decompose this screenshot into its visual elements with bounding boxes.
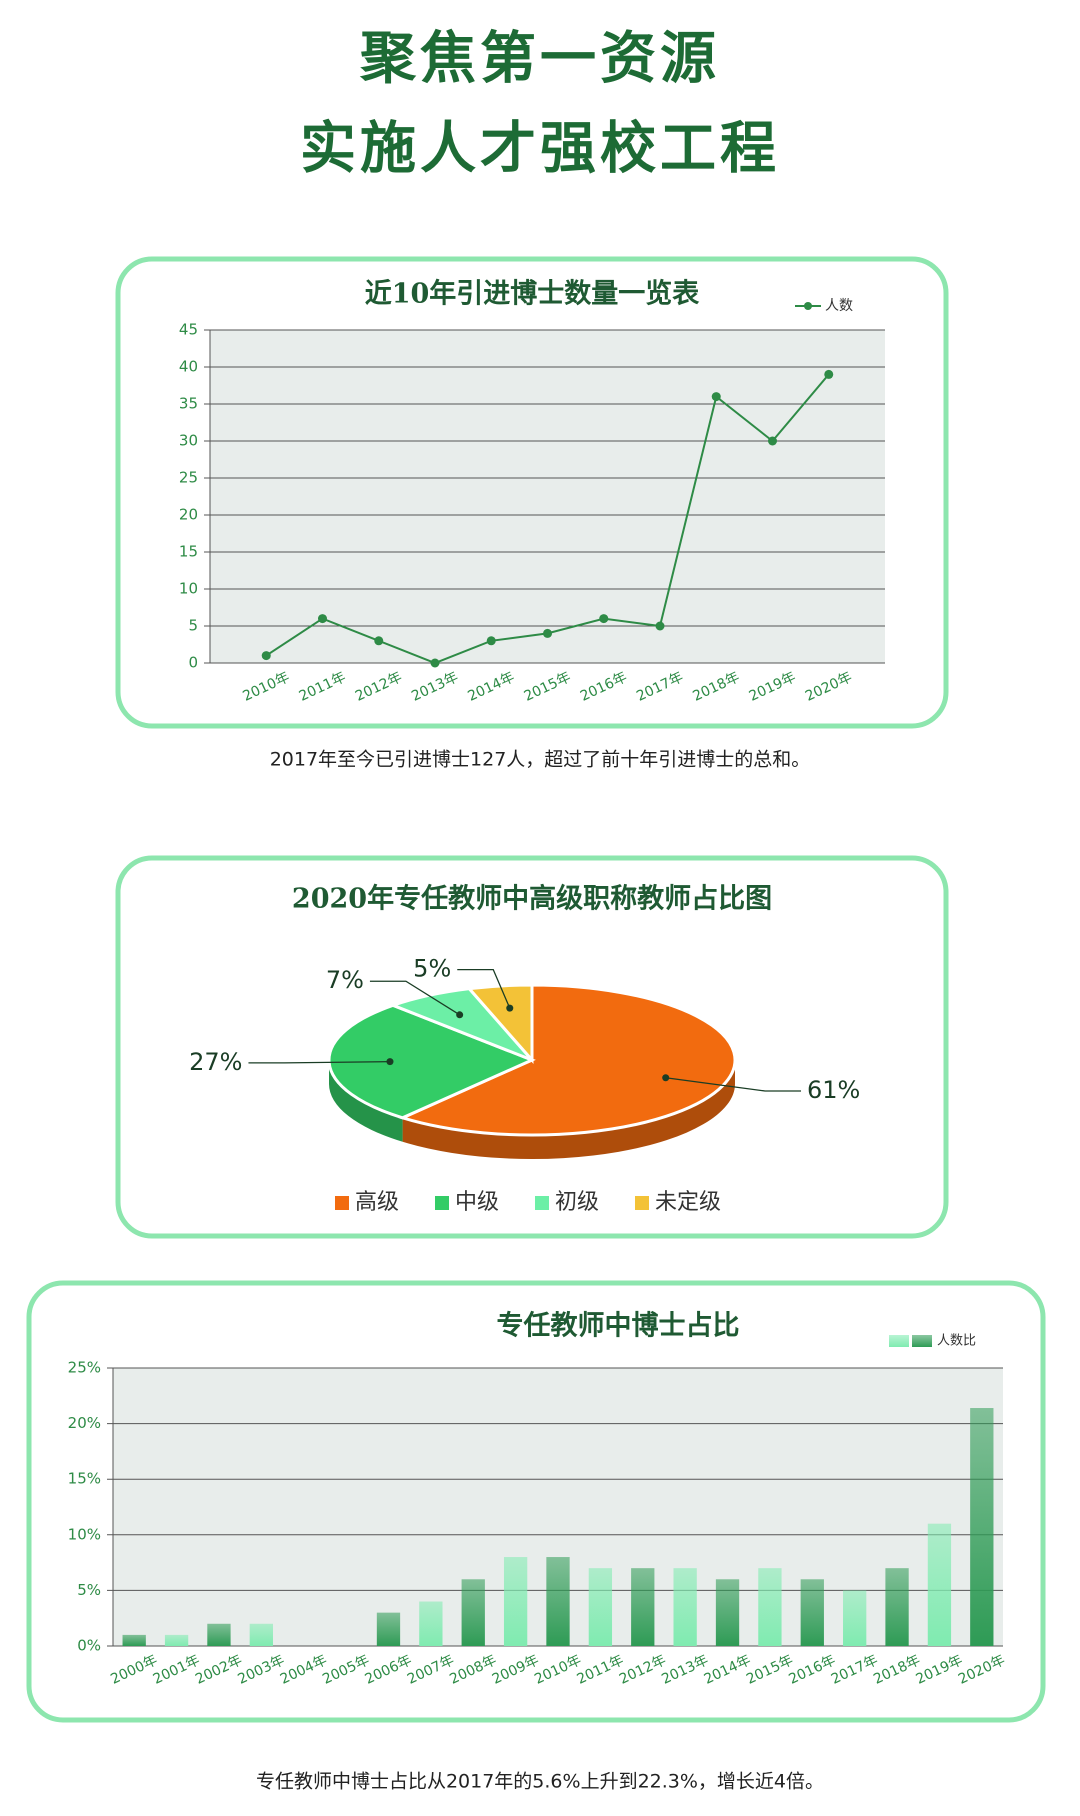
y-tick-label: 25 [179, 469, 198, 487]
y-tick-label: 0 [188, 654, 198, 672]
chart-title: 专任教师中博士占比 [497, 1310, 740, 1342]
y-tick-label: 5% [77, 1581, 101, 1599]
y-tick-label: 0% [77, 1637, 101, 1655]
point [374, 636, 384, 646]
legend-swatch [912, 1335, 932, 1347]
chart-title: 近10年引进博士数量一览表 [365, 278, 700, 310]
point [318, 614, 327, 624]
legend-marker [804, 302, 812, 310]
point [486, 636, 496, 646]
slice-side [329, 1060, 403, 1142]
data-label: 5% [413, 955, 451, 983]
bar [164, 1634, 189, 1646]
data-label: 61% [807, 1076, 860, 1104]
y-tick-label: 20 [179, 506, 198, 524]
legend-swatch [535, 1196, 549, 1210]
caption: 专任教师中博士占比从2017年的5.6%上升到22.3%，增长近4倍。 [256, 1771, 824, 1793]
legend-label: 高级 [355, 1190, 399, 1215]
point [543, 628, 552, 638]
bar [673, 1568, 697, 1646]
data-label: 27% [189, 1048, 242, 1076]
bar [376, 1612, 401, 1646]
page-title: 聚焦第一资源 [359, 26, 720, 92]
leader-line [457, 968, 511, 1009]
y-tick-label: 15% [68, 1470, 101, 1488]
y-tick-label: 10% [68, 1525, 101, 1543]
bar [249, 1623, 273, 1646]
chart-title: 2020年专任教师中高级职称教师占比图 [292, 883, 772, 915]
point [430, 658, 440, 668]
y-tick-label: 5 [188, 617, 198, 635]
point [824, 369, 834, 379]
caption: 2017年至今已引进博士127人，超过了前十年引进博士的总和。 [270, 749, 811, 771]
legend-label: 未定级 [655, 1190, 721, 1215]
point [599, 614, 609, 624]
legend-swatch [335, 1196, 349, 1210]
bar [419, 1601, 443, 1646]
legend-label: 人数 [825, 298, 853, 314]
point [711, 392, 721, 402]
point [261, 651, 271, 661]
plot-area [210, 330, 885, 663]
y-tick-label: 15 [179, 543, 198, 561]
bar [122, 1634, 146, 1646]
bar [927, 1523, 952, 1646]
leader-line [665, 1077, 802, 1092]
bar [843, 1590, 867, 1646]
bar [588, 1568, 613, 1646]
legend-label: 初级 [555, 1190, 599, 1215]
leader-line [369, 980, 461, 1016]
point [768, 436, 777, 446]
bar [758, 1568, 782, 1646]
page-title: 实施人才强校工程 [300, 116, 780, 182]
y-tick-label: 45 [179, 321, 198, 339]
bar [970, 1408, 994, 1646]
y-tick-label: 25% [68, 1359, 101, 1377]
bar [207, 1623, 231, 1646]
bar [885, 1568, 909, 1646]
y-tick-label: 10 [179, 580, 198, 598]
point [655, 621, 665, 631]
legend-label: 人数比 [937, 1334, 976, 1349]
data-label: 7% [326, 966, 364, 994]
bar [631, 1568, 655, 1646]
y-tick-label: 35 [179, 395, 198, 413]
legend-swatch [435, 1196, 449, 1210]
bar [800, 1579, 824, 1646]
bar [503, 1557, 528, 1646]
bar [715, 1579, 740, 1646]
leader-line [248, 1060, 390, 1064]
bar [461, 1579, 485, 1646]
legend-label: 中级 [455, 1190, 499, 1215]
y-tick-label: 40 [179, 358, 198, 376]
y-tick-label: 30 [179, 432, 198, 450]
bar [546, 1557, 570, 1646]
y-tick-label: 20% [68, 1414, 101, 1432]
legend-swatch [635, 1196, 649, 1210]
legend-swatch [889, 1335, 909, 1347]
